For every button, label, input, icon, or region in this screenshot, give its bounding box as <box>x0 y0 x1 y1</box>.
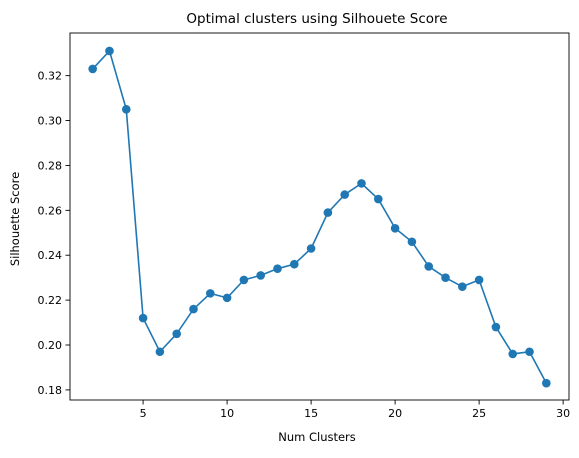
y-tick-label: 0.20 <box>38 339 63 352</box>
data-point <box>273 264 282 273</box>
data-point <box>121 105 131 114</box>
data-point <box>357 179 366 188</box>
y-tick-label: 0.30 <box>38 115 63 128</box>
data-point <box>424 262 434 271</box>
data-point <box>256 271 266 280</box>
data-point <box>222 293 232 303</box>
data-point <box>458 282 467 291</box>
y-tick-label: 0.32 <box>38 70 63 83</box>
data-point <box>205 289 215 298</box>
x-tick-label: 15 <box>304 407 318 420</box>
data-point <box>155 347 165 357</box>
data-point <box>474 275 484 285</box>
data-point <box>189 304 198 314</box>
data-point <box>542 378 551 388</box>
y-tick-label: 0.24 <box>38 249 63 262</box>
x-tick-label: 5 <box>140 407 147 420</box>
data-point <box>374 194 383 204</box>
x-tick-label: 30 <box>556 407 570 420</box>
axes: 5 10 15 20 25 30 0.18 0.20 0.22 0.24 0.26 0.28 0.30 0… <box>38 32 570 420</box>
data-point <box>290 259 299 269</box>
x-tick-label: 25 <box>472 407 486 420</box>
data-point <box>340 190 350 199</box>
series-line <box>92 49 548 384</box>
x-tick-label: 10 <box>220 407 234 420</box>
data-point <box>306 244 316 253</box>
y-tick-label: 0.18 <box>38 384 63 397</box>
data-point <box>88 64 97 74</box>
data-point <box>323 208 333 217</box>
data-point <box>138 313 148 323</box>
data-point <box>172 329 181 339</box>
plot-area <box>88 46 551 388</box>
data-point <box>407 237 417 247</box>
data-point <box>239 275 249 285</box>
y-tick-label: 0.26 <box>38 204 63 217</box>
data-point <box>508 349 518 359</box>
data-point <box>525 347 534 357</box>
y-tick-label: 0.22 <box>38 294 63 307</box>
data-point <box>105 46 114 56</box>
y-tick-label: 0.28 <box>38 159 63 172</box>
y-axis-label: Silhouette Score <box>8 172 22 266</box>
x-axis-label: Num Clusters <box>278 430 356 444</box>
data-point <box>390 223 400 233</box>
x-tick-label: 20 <box>388 407 402 420</box>
axes-frame <box>69 32 570 401</box>
data-point <box>441 273 450 282</box>
chart-title: Optimal clusters using Silhouete Score <box>186 11 447 27</box>
data-point <box>491 322 501 332</box>
